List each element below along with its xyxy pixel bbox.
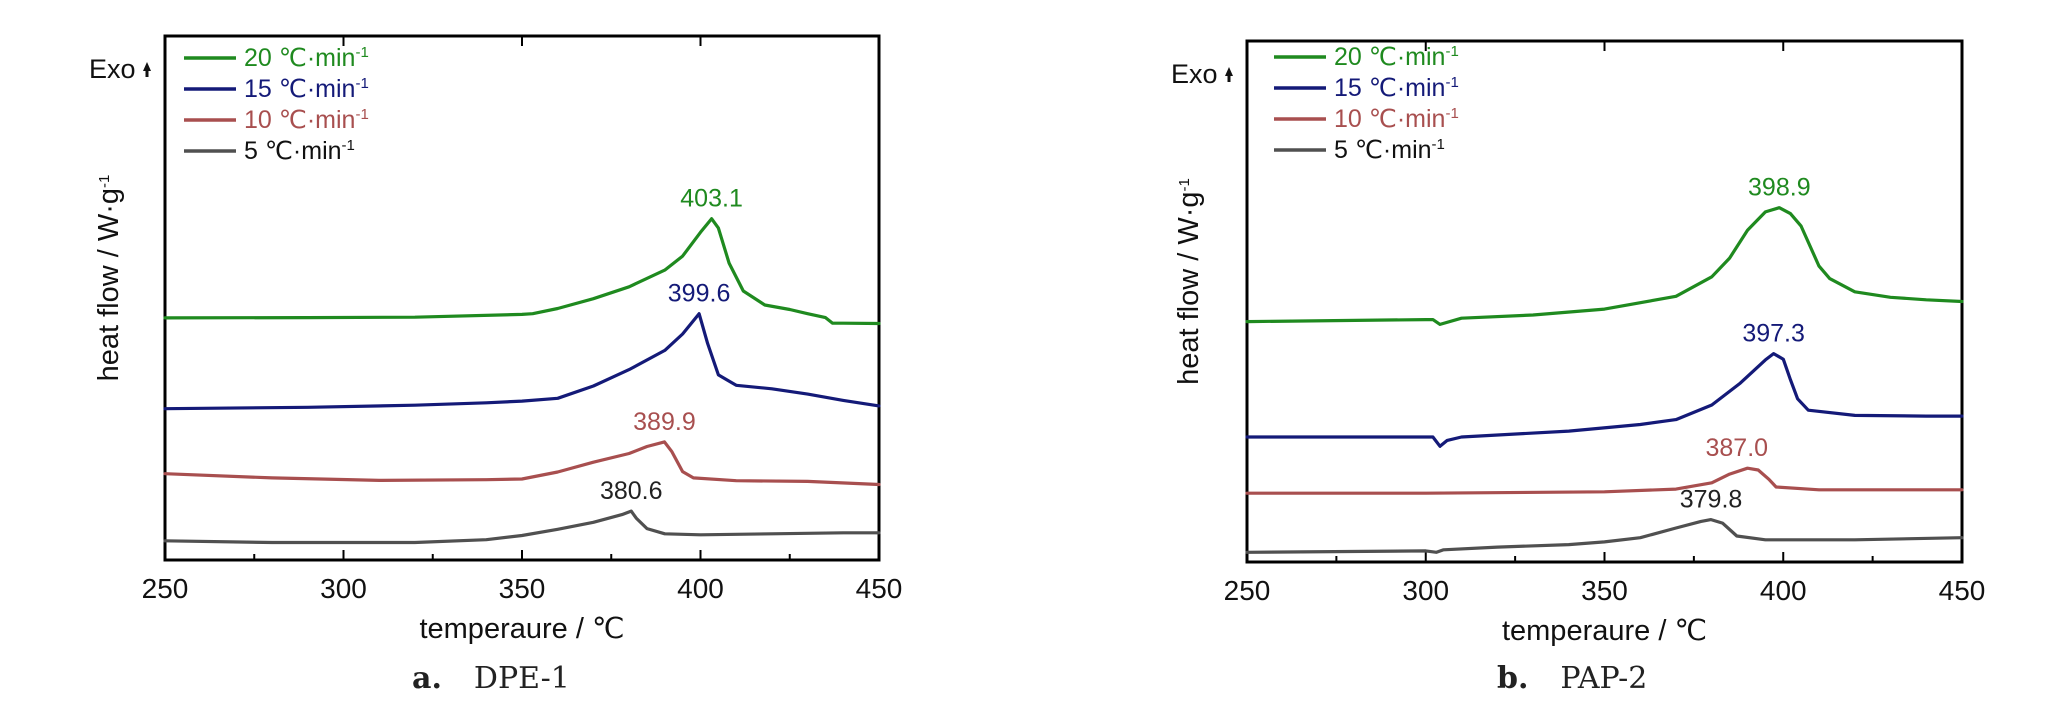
x-axis-label-a: temperaure / ℃ [419,613,624,645]
series-line-15-b [1245,352,1964,448]
x-tick-label-a: 450 [856,573,903,604]
peak-label-15-a: 399.6 [668,280,731,308]
panel-b-chart: 250 300 350 400 450 temperaure / ℃ heat flow /… [1171,39,1986,647]
legend-item-5-a: 5 ℃·min-1 [244,137,355,165]
x-tick-label-a: 350 [499,573,546,604]
panel-a-caption-name: DPE-1 [473,661,570,696]
series-line-20-b [1245,206,1964,326]
series-line-15-a [163,312,881,411]
series-line-5-a [163,509,881,545]
series-line-10-a [163,440,881,487]
panel-a-caption: a. DPE-1 [412,661,570,696]
exo-label-a: Exo [89,54,136,84]
peak-label-5-a: 380.6 [600,477,663,505]
panel-b-caption: b. PAP-2 [1497,661,1647,696]
legend-item-10-b: 10 ℃·min-1 [1334,105,1459,133]
x-tick-label-b: 400 [1760,575,1807,606]
x-axis-label-b: temperaure / ℃ [1502,615,1707,647]
x-tick-label-a: 250 [142,573,189,604]
exo-arrow-icon-a [143,62,151,77]
y-axis-label-b: heat flow / W·g-1 [1173,178,1205,385]
panel-b-caption-letter: b. [1497,661,1529,696]
legend-item-15-b: 15 ℃·min-1 [1334,74,1459,102]
legend-item-15-a: 15 ℃·min-1 [244,75,369,103]
legend-item-5-b: 5 ℃·min-1 [1334,136,1445,164]
x-tick-label-b: 450 [1939,575,1986,606]
panel-b-caption-name: PAP-2 [1560,661,1648,696]
x-tick-label-b: 250 [1224,575,1271,606]
peak-label-10-a: 389.9 [633,408,696,436]
peak-label-15-b: 397.3 [1742,320,1805,348]
legend-item-20-a: 20 ℃·min-1 [244,44,369,72]
x-tick-label-b: 300 [1402,575,1449,606]
peak-label-10-b: 387.0 [1705,434,1768,462]
series-line-5-b [1245,518,1964,554]
exo-arrow-icon-b [1225,67,1233,82]
legend-item-20-b: 20 ℃·min-1 [1334,43,1459,71]
y-axis-label-a: heat flow / W·g-1 [93,175,125,382]
peak-label-5-b: 379.8 [1680,486,1743,514]
x-tick-label-a: 300 [320,573,367,604]
panel-a-caption-letter: a. [412,661,442,696]
series-line-10-b [1245,466,1964,495]
legend-item-10-a: 10 ℃·min-1 [244,106,369,134]
exo-label-b: Exo [1171,59,1218,89]
peak-label-20-a: 403.1 [680,185,743,213]
series-line-20-a [163,217,881,326]
peak-label-20-b: 398.9 [1748,174,1811,202]
x-tick-label-a: 400 [677,573,724,604]
panel-a-chart: 250 300 350 400 450 temperaure / ℃ heat flow /… [89,34,903,645]
x-tick-label-b: 350 [1581,575,1628,606]
